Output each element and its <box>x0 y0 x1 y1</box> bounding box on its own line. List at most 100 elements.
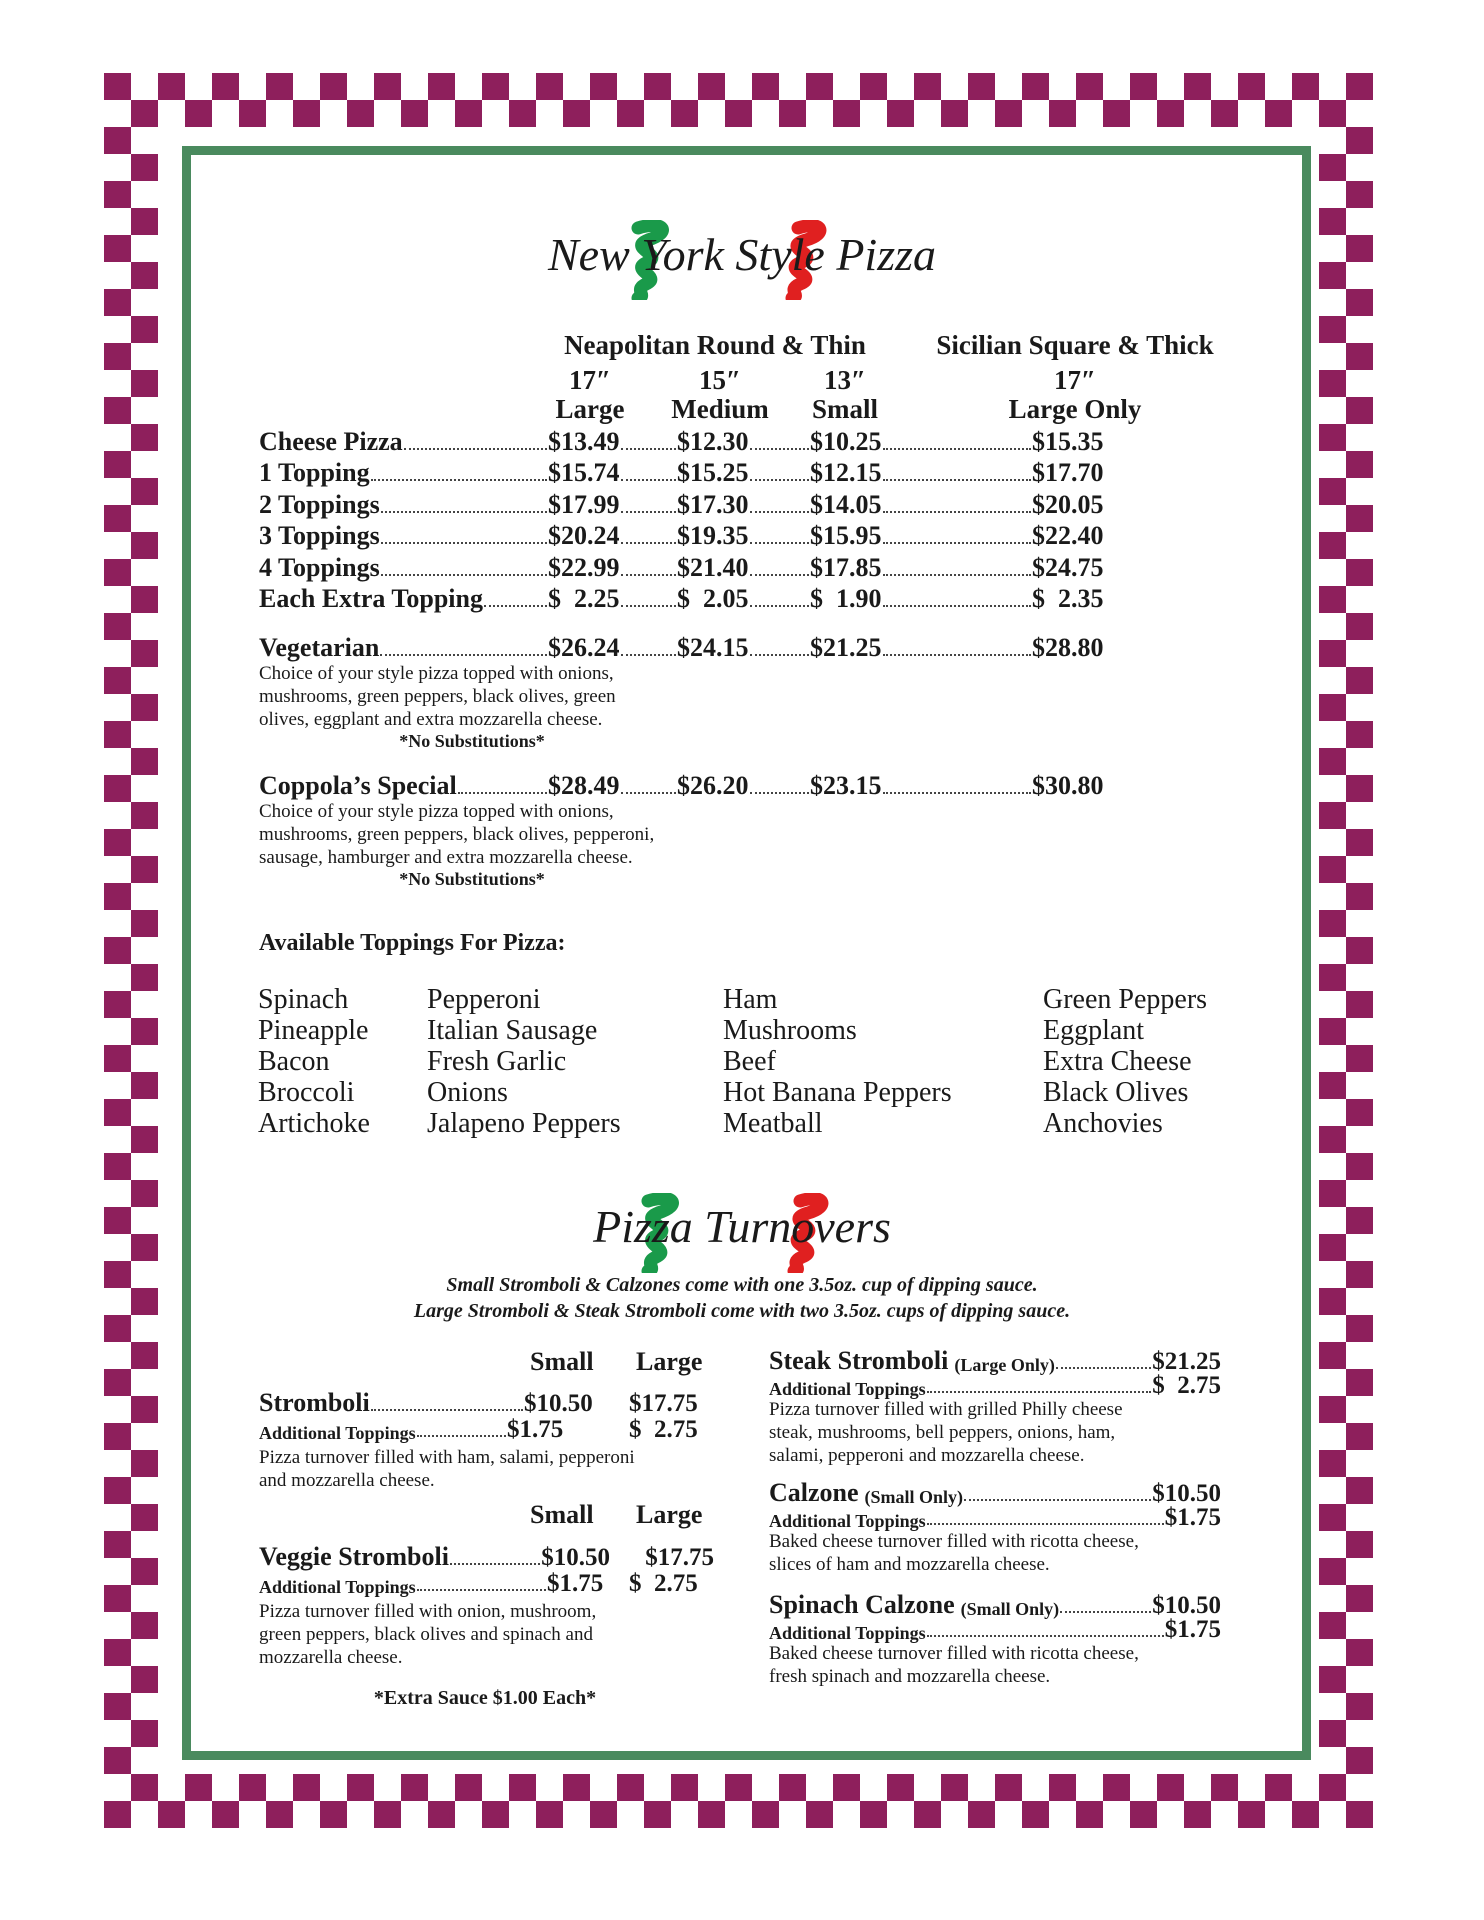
special-description: olives, eggplant and extra mozzarella ch… <box>259 709 603 730</box>
checker-square <box>671 100 698 127</box>
checker-square <box>563 1774 590 1801</box>
checker-square <box>104 451 131 478</box>
checker-square <box>1265 1774 1292 1801</box>
price-cell: $22.99 <box>548 553 677 583</box>
dot-leader <box>926 1635 1164 1637</box>
additional-toppings-row: Additional Toppings $1.75 <box>769 1504 1221 1532</box>
checker-square <box>1346 1369 1373 1396</box>
checker-square <box>1346 1423 1373 1450</box>
checker-square <box>1157 1774 1184 1801</box>
red-swirl-icon <box>787 1193 829 1273</box>
checker-square <box>1346 1747 1373 1774</box>
checker-square <box>185 1774 212 1801</box>
dot-leader <box>449 1563 541 1565</box>
checker-square <box>131 1666 158 1693</box>
checker-square <box>941 100 968 127</box>
price-cell: $17.70 <box>1032 458 1142 488</box>
checker-square <box>725 1774 752 1801</box>
dot-leader <box>882 573 1031 576</box>
dot-leader <box>749 510 809 513</box>
checker-square <box>131 856 158 883</box>
checker-square <box>1184 73 1211 100</box>
checker-square <box>104 1477 131 1504</box>
price: $12.30 <box>677 427 749 456</box>
topping-item: Artichoke <box>258 1108 370 1139</box>
checker-square <box>131 802 158 829</box>
dot-leader <box>1060 1611 1152 1613</box>
dot-leader <box>749 605 809 607</box>
topping-item: Bacon <box>258 1046 330 1077</box>
topping-item: Anchovies <box>1043 1108 1163 1139</box>
small-addl-price: $1.75 <box>547 1570 604 1597</box>
checker-square <box>968 73 995 100</box>
pizza-price-row: Each Extra Topping $ 2.25 $ 2.05 $ 1.90 $ 2.… <box>259 583 1142 614</box>
checker-square <box>104 505 131 532</box>
dot-leader <box>749 448 809 450</box>
checker-square <box>131 1558 158 1585</box>
checker-square <box>1319 370 1346 397</box>
checker-square <box>1211 100 1238 127</box>
checker-square <box>104 1531 131 1558</box>
checker-square <box>104 937 131 964</box>
turnover-item-row: Spinach Calzone (Small Only) $10.50 <box>769 1590 1221 1620</box>
dipping-note-1: Small Stromboli & Calzones come with one… <box>446 1274 1038 1296</box>
checker-square <box>455 1774 482 1801</box>
label-cell: Additional Toppings <box>769 1511 1165 1532</box>
price: $15.25 <box>677 458 749 488</box>
checker-square <box>995 100 1022 127</box>
turnovers-title-text: Pizza Turnovers <box>593 1201 891 1252</box>
red-swirl-icon <box>785 220 827 300</box>
price-cell: $17.30 <box>677 490 810 520</box>
checker-square <box>1319 910 1346 937</box>
price: $21.25 <box>810 633 882 662</box>
checker-square <box>1346 937 1373 964</box>
toppings-heading: Available Toppings For Pizza: <box>259 930 566 956</box>
checker-square <box>671 1774 698 1801</box>
item-label: Steak Stromboli <box>769 1346 949 1375</box>
item-description: Pizza turnover filled with onion, mushro… <box>259 1601 597 1622</box>
dot-leader <box>882 448 1031 450</box>
size-inches: 13″ <box>824 365 866 395</box>
checker-square <box>1319 1558 1346 1585</box>
neapolitan-header: Neapolitan Round & Thin <box>564 330 866 360</box>
price: $ 2.05 <box>677 584 749 613</box>
checker-square <box>1319 748 1346 775</box>
topping-item: Fresh Garlic <box>427 1046 567 1077</box>
checker-square <box>941 1774 968 1801</box>
price-cell: $12.15 <box>810 458 1032 488</box>
price-cell: $22.40 <box>1032 521 1142 551</box>
price: $20.05 <box>1032 489 1104 519</box>
topping-item: Black Olives <box>1043 1077 1189 1108</box>
label-cell: Additional Toppings <box>259 1423 507 1444</box>
price-cell: $30.80 <box>1032 771 1142 801</box>
veggie-label: Veggie Stromboli <box>259 1542 449 1571</box>
checker-square <box>1157 100 1184 127</box>
checker-square <box>590 73 617 100</box>
checker-square <box>1319 1126 1346 1153</box>
checker-square <box>293 1774 320 1801</box>
price-cell: $28.80 <box>1032 633 1142 663</box>
price: $26.24 <box>548 633 620 662</box>
checker-square <box>374 1801 401 1828</box>
checker-square <box>1319 424 1346 451</box>
checker-square <box>374 73 401 100</box>
checker-square <box>131 1504 158 1531</box>
checker-square <box>1346 559 1373 586</box>
row-label-cell: 3 Toppings <box>259 521 548 551</box>
price: $28.49 <box>548 771 620 800</box>
checker-square <box>1319 1342 1346 1369</box>
pizza-price-row: 3 Toppings $20.24 $19.35 $15.95 $22.40 <box>259 520 1142 551</box>
checker-square <box>1130 73 1157 100</box>
size-inches: 17″ <box>1054 365 1096 395</box>
green-swirl-icon <box>641 1193 679 1273</box>
topping-item: Broccoli <box>258 1077 355 1108</box>
price-cell: $26.24 <box>548 633 677 663</box>
checker-square <box>131 694 158 721</box>
topping-item: Green Peppers <box>1043 984 1208 1015</box>
checker-square <box>1319 1612 1346 1639</box>
coppolas-special-row: Coppola’s Special $28.49 $26.20 $23.15 $30.8… <box>259 770 1142 801</box>
checker-square <box>1319 1774 1346 1801</box>
price: $10.25 <box>810 427 882 456</box>
dot-leader <box>620 605 676 607</box>
topping-item: Extra Cheese <box>1043 1046 1192 1077</box>
